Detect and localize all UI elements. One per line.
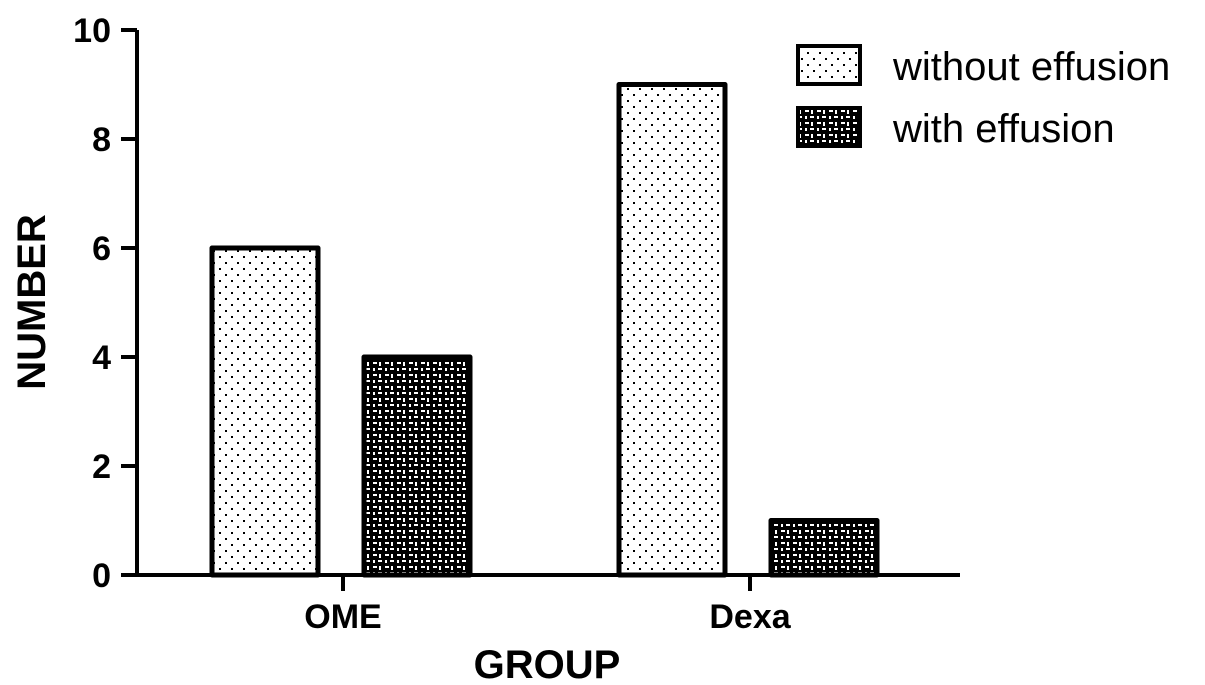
y-tick-label: 0 <box>92 557 111 595</box>
bar-ome-without-effusion <box>209 245 321 578</box>
y-tick-label: 8 <box>92 121 111 159</box>
x-axis-title: GROUP <box>474 643 621 685</box>
bars <box>209 82 880 578</box>
y-tick-label: 10 <box>73 12 111 50</box>
x-tick-label-dexa: Dexa <box>709 598 791 636</box>
legend-label-without-effusion: without effusion <box>892 45 1170 89</box>
legend-swatch-with-effusion <box>796 106 862 148</box>
bar-dexa-without-effusion <box>616 82 728 578</box>
y-axis-ticks: 0 2 4 6 8 10 <box>73 12 137 595</box>
y-axis-title: NUMBER <box>10 214 54 390</box>
legend-label-with-effusion: with effusion <box>892 107 1115 151</box>
bar-ome-with-effusion <box>361 354 473 578</box>
legend: without effusion with effusion <box>796 44 1170 151</box>
x-axis-ticks: OME Dexa <box>304 575 792 636</box>
y-tick-label: 6 <box>92 230 111 268</box>
legend-swatch-without-effusion <box>796 44 862 86</box>
bar-dexa-with-effusion <box>768 518 880 578</box>
y-tick-label: 4 <box>92 339 111 377</box>
y-tick-label: 2 <box>92 448 111 486</box>
x-tick-label-ome: OME <box>304 598 381 636</box>
